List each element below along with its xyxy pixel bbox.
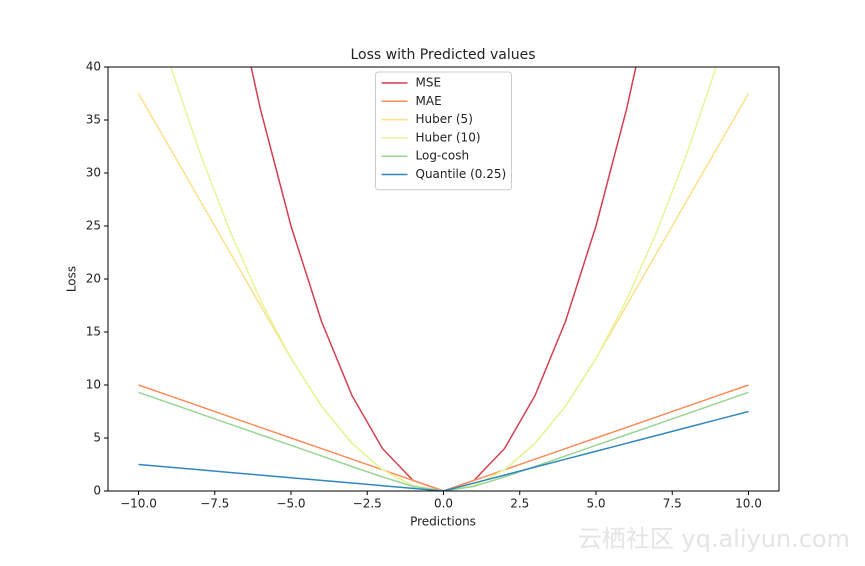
legend: MSE MAE Huber (5) Huber (10) Log-cosh Quantil… [375, 71, 512, 191]
y-tick-label: 10 [86, 378, 101, 392]
y-tick-label: 5 [93, 431, 101, 445]
y-tick-label: 25 [86, 219, 101, 233]
x-tick-label: −10.0 [120, 497, 157, 511]
y-tick-label: 40 [86, 60, 101, 74]
x-tick-label: −2.5 [353, 497, 382, 511]
series-line [137, 93, 750, 491]
legend-label: MAE [416, 94, 442, 108]
watermark: 云栖社区 yq.aliyun.com [578, 525, 850, 553]
series-line [138, 410, 749, 491]
series-line [138, 391, 749, 491]
series-line [138, 384, 749, 491]
legend-label: Quantile (0.25) [416, 167, 507, 181]
x-tick-label: 0.0 [434, 497, 453, 511]
x-tick-label: −5.0 [276, 497, 305, 511]
y-tick-label: 0 [93, 484, 101, 498]
legend-label: Huber (5) [416, 112, 473, 126]
x-tick-label: 2.5 [510, 497, 529, 511]
legend-label: Log-cosh [416, 149, 470, 163]
x-axis-label: Predictions [410, 515, 476, 529]
legend-box [375, 71, 512, 191]
plot-lines [137, 67, 750, 491]
x-tick-label: 7.5 [663, 497, 682, 511]
x-tick-label: −7.5 [200, 497, 229, 511]
y-tick-label: 20 [86, 272, 101, 286]
x-tick-label: 5.0 [586, 497, 605, 511]
legend-label: Huber (10) [416, 130, 481, 144]
series-line [170, 67, 717, 491]
y-tick-label: 35 [86, 113, 101, 127]
x-tick-label: 10.0 [735, 497, 762, 511]
y-axis-label: Loss [65, 266, 79, 292]
y-tick-label: 30 [86, 166, 101, 180]
legend-label: MSE [416, 76, 442, 90]
chart-title: Loss with Predicted values [350, 47, 535, 63]
y-tick-label: 15 [86, 325, 101, 339]
